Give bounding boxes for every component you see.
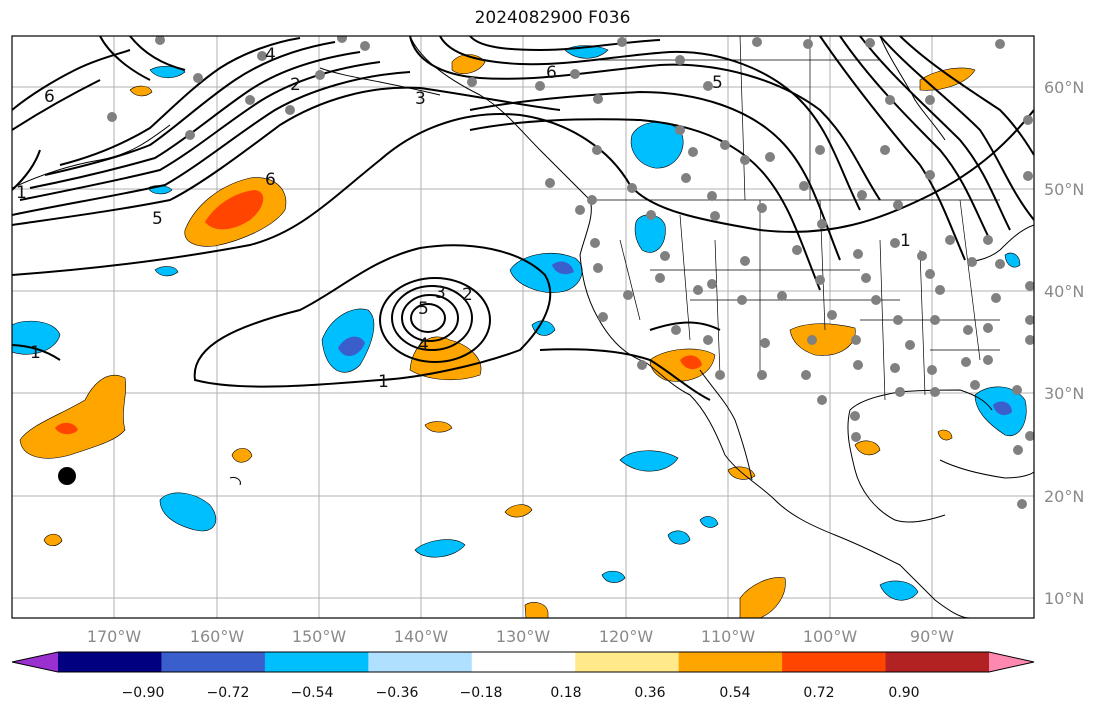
colorbar-swatch <box>58 652 162 672</box>
contour-label: 1 <box>30 343 41 363</box>
colorbar-extend-low <box>12 652 58 672</box>
contour-label: 5 <box>152 209 163 229</box>
contour-label: 1 <box>16 183 27 203</box>
colorbar-label: 0.36 <box>634 685 665 701</box>
lon-tick-label: 100°W <box>803 627 858 646</box>
lat-tick-label: 20°N <box>1044 487 1084 506</box>
colorbar-label: −0.72 <box>207 685 250 701</box>
contour-label: 5 <box>418 299 429 319</box>
gridlines <box>12 36 1034 618</box>
lon-tick-label: 130°W <box>496 627 551 646</box>
colorbar-label: 0.54 <box>719 685 750 701</box>
colorbar-swatch <box>471 652 576 672</box>
colorbar-outline <box>11 651 1035 673</box>
colorbar-extend-high <box>989 652 1034 672</box>
lat-tick-label: 50°N <box>1044 180 1084 199</box>
lat-tick-label: 60°N <box>1044 78 1084 97</box>
contour-label: 2 <box>462 285 473 305</box>
lon-tick-label: 160°W <box>190 627 245 646</box>
colorbar-label: −0.36 <box>376 685 419 701</box>
contour-label: 4 <box>265 45 276 65</box>
colorbar-swatch <box>678 652 783 672</box>
station-dots <box>107 36 1034 509</box>
colorbar <box>11 651 1035 673</box>
contour-label: 2 <box>290 75 301 95</box>
colorbar-swatch <box>575 652 680 672</box>
lon-tick-label: 120°W <box>599 627 654 646</box>
colorbar-swatch <box>161 652 266 672</box>
plot-frame <box>11 35 1035 619</box>
colorbar-swatch <box>885 652 990 672</box>
contour-label: 5 <box>712 73 723 93</box>
contour-label: 3 <box>435 283 446 303</box>
colorbar-label: −0.18 <box>460 685 503 701</box>
lat-tick-label: 30°N <box>1044 384 1084 403</box>
lon-tick-label: 90°W <box>910 627 954 646</box>
lon-tick-label: 140°W <box>394 627 449 646</box>
map-title: 2024082900 F036 <box>474 8 631 28</box>
contour-label: 6 <box>44 87 55 107</box>
colorbar-swatch <box>368 652 473 672</box>
contour-label: 1 <box>900 231 911 251</box>
lon-tick-label: 170°W <box>87 627 142 646</box>
contour-label: 4 <box>418 335 429 355</box>
colorbar-labels: −0.90 −0.72 −0.54 −0.36 −0.18 0.18 0.36 … <box>122 685 920 701</box>
contour-lines <box>12 36 1034 401</box>
coastlines <box>12 36 1034 618</box>
colorbar-label: −0.90 <box>122 685 165 701</box>
lon-tick-label: 150°W <box>292 627 347 646</box>
marker-dot <box>58 467 76 485</box>
state-borders <box>595 36 1000 401</box>
lon-tick-labels: 170°W 160°W 150°W 140°W 130°W 120°W 110°… <box>87 627 954 646</box>
lat-tick-label: 10°N <box>1044 589 1084 608</box>
colorbar-swatch <box>264 652 369 672</box>
contour-label: 3 <box>415 89 426 109</box>
colorbar-label: 0.72 <box>803 685 834 701</box>
shaded-anomalies <box>12 45 1027 618</box>
contour-label: 1 <box>378 372 389 392</box>
colorbar-label: 0.18 <box>550 685 581 701</box>
lat-tick-label: 40°N <box>1044 282 1084 301</box>
contour-labels: 6 4 2 3 6 5 5 1 1 2 3 5 4 1 1 6 <box>16 45 911 392</box>
contour-label: 6 <box>265 170 276 190</box>
lon-tick-label: 110°W <box>701 627 756 646</box>
contour-label: 6 <box>546 63 557 83</box>
colorbar-label: 0.90 <box>888 685 919 701</box>
colorbar-label: −0.54 <box>291 685 334 701</box>
colorbar-swatch <box>782 652 887 672</box>
lat-tick-labels: 60°N 50°N 40°N 30°N 20°N 10°N <box>1044 78 1084 608</box>
